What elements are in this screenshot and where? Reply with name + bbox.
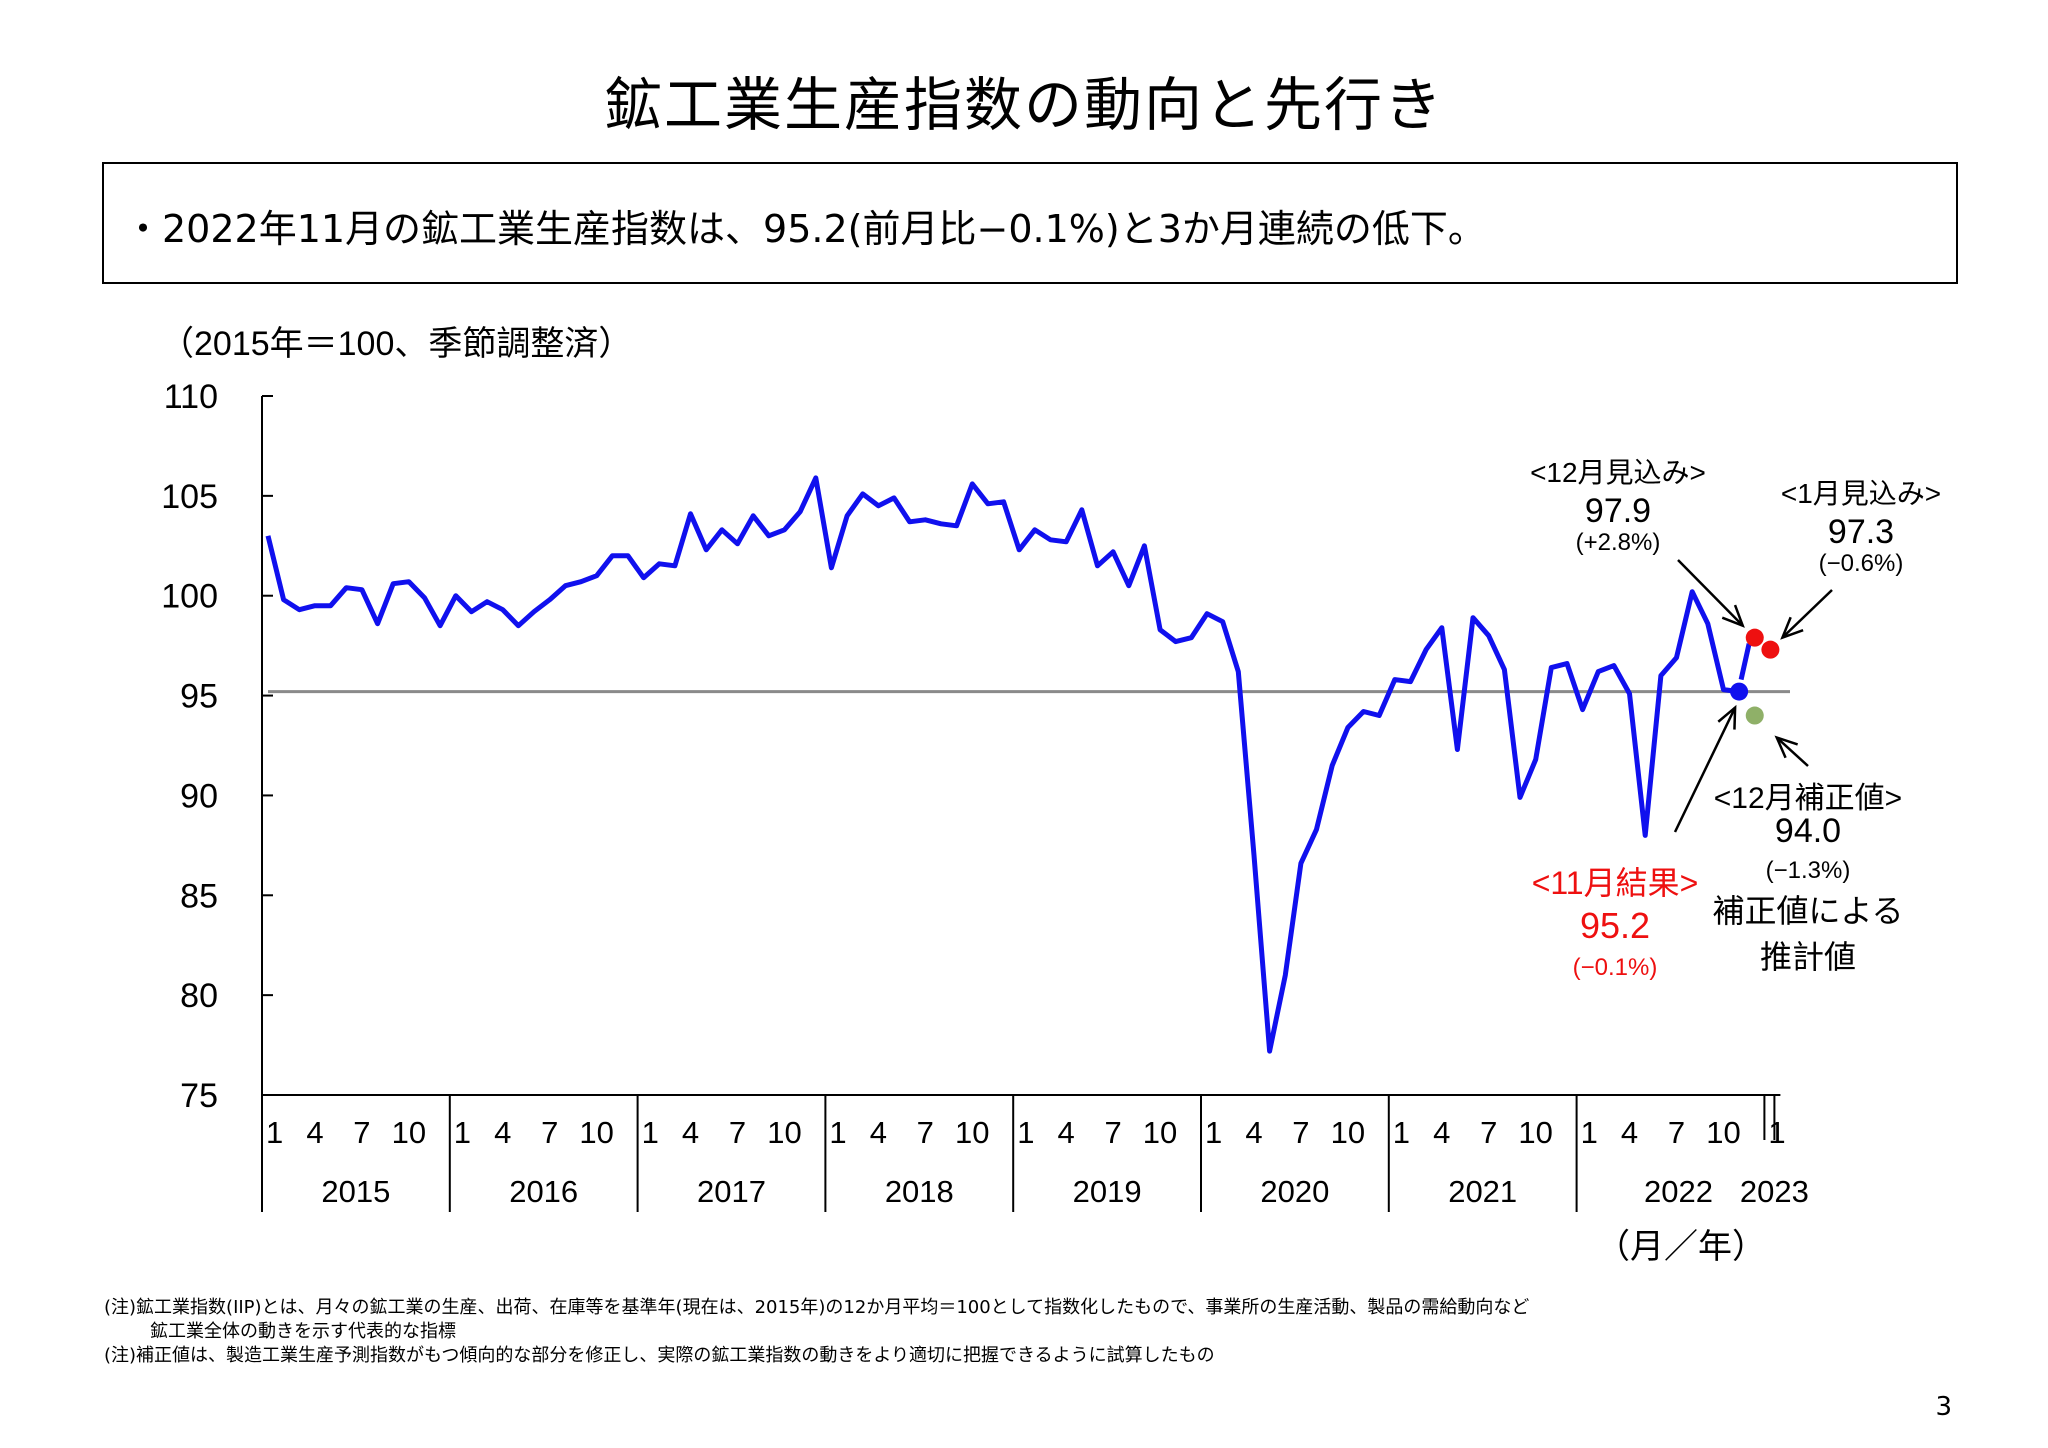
year-label: 2021 (1448, 1174, 1517, 1209)
month-tick-label: 1 (1017, 1115, 1034, 1150)
footnote-2: (注)補正値は、製造工業生産予測指数がもつ傾向的な部分を修正し、実際の鉱工業指数… (104, 1345, 1215, 1366)
summary-box: ・2022年11月の鉱工業生産指数は、95.2(前月比−0.1%)と3か月連続の… (102, 162, 1958, 284)
month-tick-label: 10 (1331, 1115, 1365, 1150)
month-tick-label: 1 (642, 1115, 659, 1150)
annot-jan-forecast-change: (−0.6%) (1819, 550, 1904, 577)
month-tick-label: 7 (541, 1115, 558, 1150)
year-label: 2022 (1644, 1174, 1713, 1209)
month-tick-label: 4 (1433, 1115, 1450, 1150)
arrow-jan-forecast-shaft (1781, 589, 1833, 639)
annot-dec-corrected-note1: 補正値による (1712, 893, 1903, 929)
year-label: 2017 (697, 1174, 766, 1209)
month-tick-label: 10 (955, 1115, 989, 1150)
footnotes: (注)鉱工業指数(IIP)とは、月々の鉱工業の生産、出荷、在庫等を基準年(現在は… (104, 1296, 1529, 1368)
x-axis-unit-label: （月／年） (1596, 1228, 1766, 1266)
month-tick-label: 10 (767, 1115, 801, 1150)
month-tick-label: 7 (353, 1115, 370, 1150)
year-label: 2018 (885, 1174, 954, 1209)
annot-dec-forecast-label: <12月見込み> (1530, 457, 1706, 488)
arrow-dec-corrected-head (1774, 735, 1799, 759)
month-tick-label: 10 (1518, 1115, 1552, 1150)
month-tick-label: 4 (1245, 1115, 1262, 1150)
annot-jan-forecast-value: 97.3 (1828, 513, 1894, 551)
month-tick-label: 10 (1706, 1115, 1740, 1150)
month-tick-label: 4 (306, 1115, 323, 1150)
y-tick-label: 80 (180, 977, 218, 1015)
month-tick-label: 7 (1292, 1115, 1309, 1150)
month-tick-label: 1 (1393, 1115, 1410, 1150)
year-label: 2020 (1260, 1174, 1329, 1209)
month-tick-label: 4 (494, 1115, 511, 1150)
annot-dec-corrected-label: <12月補正値> (1714, 782, 1902, 815)
annot-dec-corrected-value: 94.0 (1775, 812, 1841, 850)
summary-text: ・2022年11月の鉱工業生産指数は、95.2(前月比−0.1%)と3か月連続の… (124, 207, 1486, 251)
month-tick-label: 7 (1480, 1115, 1497, 1150)
arrow-dec-forecast-shaft (1677, 559, 1744, 627)
month-tick-label: 7 (729, 1115, 746, 1150)
point-nov-result (1730, 682, 1749, 701)
month-tick-label: 1 (829, 1115, 846, 1150)
y-tick-label: 85 (180, 877, 218, 915)
y-tick-label: 110 (164, 378, 218, 416)
month-tick-label: 1 (454, 1115, 471, 1150)
arrow-nov-result-head (1717, 704, 1737, 730)
unit-label: （2015年＝100、季節調整済） (160, 325, 632, 363)
arrow-dec-corrected-shaft (1775, 736, 1809, 767)
year-label: 2016 (509, 1174, 578, 1209)
annot-dec-corrected-change: (−1.3%) (1766, 857, 1851, 884)
y-tick-label: 105 (161, 478, 218, 516)
month-tick-label: 10 (392, 1115, 426, 1150)
arrow-nov-result-shaft (1673, 707, 1737, 833)
month-tick-label: 10 (1143, 1115, 1177, 1150)
point-dec-corrected (1745, 706, 1764, 725)
month-tick-label: 7 (1668, 1115, 1685, 1150)
month-tick-label: 10 (579, 1115, 613, 1150)
y-tick-label: 95 (180, 678, 218, 716)
month-tick-label: 1 (1581, 1115, 1598, 1150)
month-tick-label: 1 (1768, 1115, 1785, 1150)
month-tick-label: 4 (1058, 1115, 1075, 1150)
annot-dec-forecast-change: (+2.8%) (1576, 529, 1661, 556)
month-tick-label: 1 (1205, 1115, 1222, 1150)
annot-dec-forecast-value: 97.9 (1585, 492, 1651, 530)
footnote-1-cont: 鉱工業全体の動きを示す代表的な指標 (150, 1321, 456, 1342)
page-number: 3 (1935, 1392, 1952, 1422)
footnote-1: (注)鉱工業指数(IIP)とは、月々の鉱工業の生産、出荷、在庫等を基準年(現在は… (104, 1297, 1530, 1318)
annot-jan-forecast-label: <1月見込み> (1781, 478, 1941, 509)
series-line (265, 475, 1740, 1054)
point-jan-forecast (1761, 640, 1780, 659)
month-tick-label: 4 (870, 1115, 887, 1150)
month-tick-label: 7 (917, 1115, 934, 1150)
month-tick-label: 4 (682, 1115, 699, 1150)
y-tick-label: 100 (161, 578, 218, 616)
arrow-jan-forecast-head (1780, 616, 1804, 640)
year-label: 2015 (321, 1174, 390, 1209)
annot-nov-result-label: <11月結果> (1532, 865, 1699, 901)
month-tick-label: 7 (1104, 1115, 1121, 1150)
annot-dec-corrected-note2: 推計値 (1760, 939, 1856, 975)
arrow-dec-forecast-head (1721, 604, 1745, 628)
projection-link (1738, 643, 1752, 681)
y-tick-label: 90 (180, 777, 218, 815)
month-tick-label: 1 (266, 1115, 283, 1150)
page-title: 鉱工業生産指数の動向と先行き (603, 71, 1444, 139)
month-tick-label: 4 (1621, 1115, 1638, 1150)
year-label: 2023 (1740, 1174, 1809, 1209)
y-tick-label: 75 (180, 1077, 218, 1115)
annot-nov-result-change: (−0.1%) (1573, 954, 1658, 981)
annot-nov-result-value: 95.2 (1580, 905, 1650, 946)
year-label: 2019 (1073, 1174, 1142, 1209)
point-dec-forecast (1745, 628, 1764, 647)
